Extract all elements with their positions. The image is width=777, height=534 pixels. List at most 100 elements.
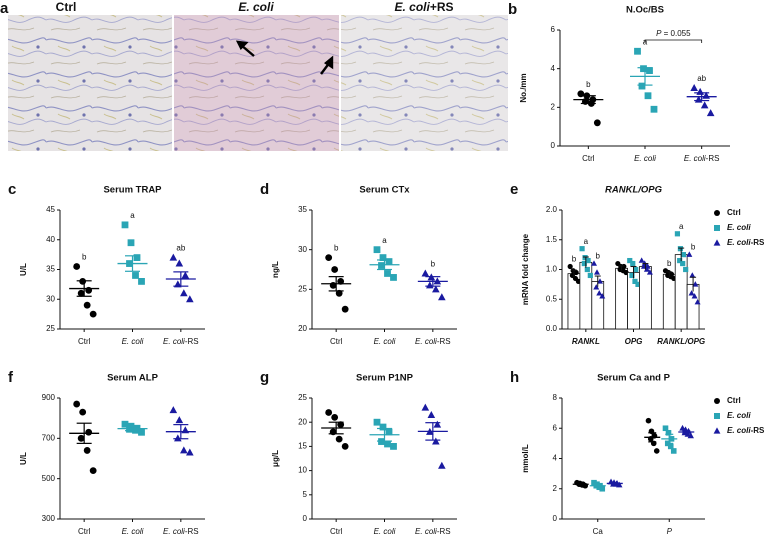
panel-letter: h <box>510 369 519 386</box>
point <box>713 427 721 434</box>
point <box>138 278 145 285</box>
point <box>567 263 573 270</box>
point <box>335 289 343 297</box>
bar <box>639 266 652 330</box>
x-tick-label: E. coli <box>122 527 144 534</box>
y-tick-label: 6 <box>551 25 556 34</box>
significance-letter: ab <box>697 74 706 83</box>
significance-letter: b <box>667 259 672 268</box>
y-tick-label: 0.5 <box>546 294 558 303</box>
point <box>335 435 343 443</box>
point <box>633 266 639 273</box>
x-tick-label: E. coli <box>374 527 396 534</box>
y-tick-label: 8 <box>553 393 558 402</box>
x-tick-label: RANKL <box>572 337 600 346</box>
point <box>662 425 669 432</box>
y-tick-label: 4 <box>553 454 558 463</box>
y-tick-label: 0 <box>551 141 556 150</box>
point <box>591 260 597 266</box>
x-tick-label: P <box>667 527 673 534</box>
point <box>175 416 184 424</box>
point <box>593 284 600 290</box>
legend-label: E. coli <box>727 223 751 232</box>
y-tick-label: 25 <box>46 324 55 333</box>
y-tick-label: 35 <box>46 265 55 274</box>
y-tick-label: 500 <box>42 474 56 483</box>
y-tick-label: 2 <box>553 484 558 493</box>
point <box>573 269 579 276</box>
point <box>384 270 391 277</box>
panel-letter: d <box>260 181 269 198</box>
point <box>646 269 653 275</box>
point <box>591 479 597 486</box>
point <box>700 101 709 109</box>
x-tick-label: E. coli-RS <box>163 337 199 346</box>
panel-letter: a <box>0 0 9 17</box>
x-tick-label: Ctrl <box>330 337 343 346</box>
point <box>337 278 345 285</box>
point <box>89 310 97 318</box>
point <box>706 109 715 117</box>
point <box>186 295 194 303</box>
point <box>127 239 135 247</box>
point <box>180 446 188 454</box>
point <box>385 428 393 436</box>
y-axis-label: μg/L <box>271 450 280 467</box>
image-ecoli <box>174 15 339 151</box>
y-tick-label: 4 <box>551 64 556 73</box>
panel-letter: b <box>508 1 517 18</box>
y-tick-label: 35 <box>298 205 307 214</box>
point <box>599 293 606 299</box>
x-tick-label: Ctrl <box>582 154 595 163</box>
chart-title: Serum CTx <box>359 185 410 196</box>
point <box>599 485 606 492</box>
point <box>121 221 129 229</box>
y-tick-label: 0 <box>303 514 308 523</box>
histology-images <box>8 15 508 151</box>
image-ctrl <box>8 15 172 151</box>
point <box>644 92 652 100</box>
point <box>584 266 590 273</box>
point <box>186 448 194 456</box>
point <box>621 263 627 270</box>
legend-label: Ctrl <box>727 208 741 217</box>
panel-letter: e <box>510 181 518 198</box>
point <box>390 274 397 281</box>
point <box>677 246 684 252</box>
significance-letter: b <box>82 253 87 262</box>
point <box>432 437 440 445</box>
point <box>616 481 623 488</box>
y-axis-label: U/L <box>19 452 28 465</box>
significance-bracket <box>644 39 703 43</box>
point <box>638 82 646 90</box>
chart-title: RANKL/OPG <box>605 185 663 196</box>
significance-letter: a <box>130 211 135 220</box>
point <box>138 428 145 436</box>
y-tick-label: 700 <box>42 433 56 442</box>
point <box>83 301 91 309</box>
point <box>341 443 349 450</box>
y-tick-label: 25 <box>298 284 307 293</box>
point <box>378 262 385 269</box>
point <box>690 84 698 91</box>
y-tick-label: 0.0 <box>546 324 558 333</box>
point <box>180 289 188 297</box>
point <box>174 434 182 442</box>
bar <box>615 267 628 330</box>
point <box>421 403 430 411</box>
point <box>379 423 387 431</box>
y-tick-label: 40 <box>46 235 55 244</box>
y-axis-label: No./mm <box>519 73 528 102</box>
significance-letter: a <box>382 236 387 245</box>
point <box>597 278 603 284</box>
point <box>640 65 647 73</box>
point <box>596 290 603 296</box>
x-tick-label: E. coli-RS <box>163 527 199 534</box>
point <box>331 266 339 273</box>
point <box>686 251 693 257</box>
point <box>85 428 93 436</box>
point <box>585 257 591 264</box>
point <box>325 409 333 416</box>
point <box>646 67 653 74</box>
point <box>632 278 638 284</box>
